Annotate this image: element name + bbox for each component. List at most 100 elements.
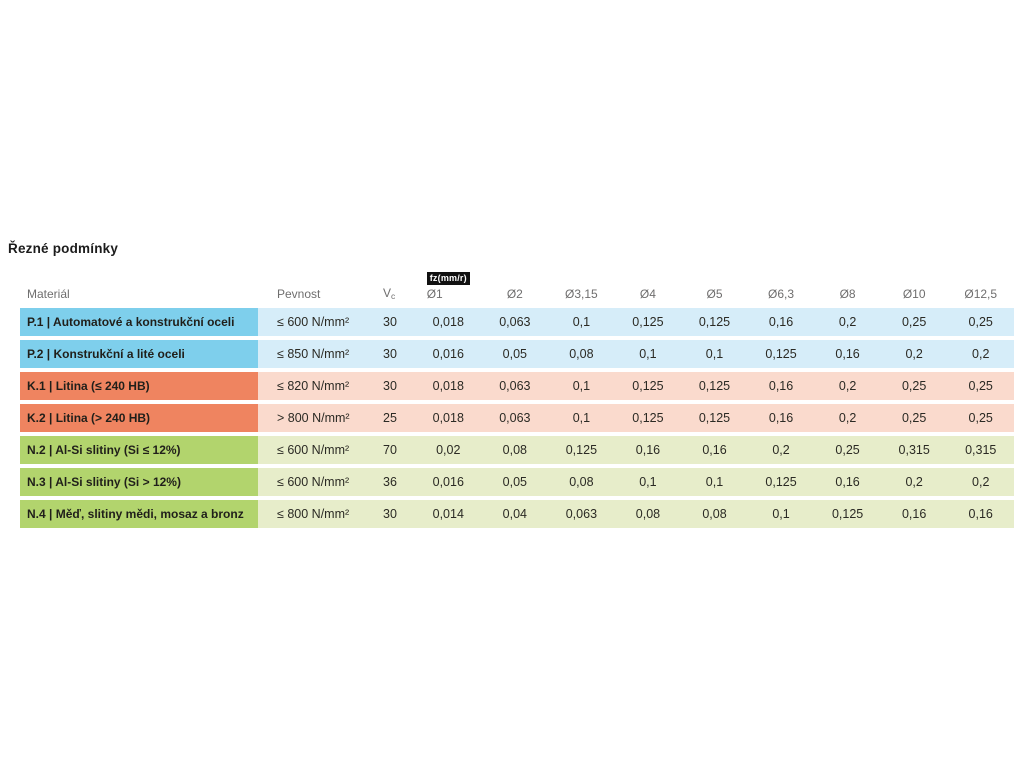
- column-header-diameter: Ø6,3: [768, 287, 795, 301]
- fz-value-cell: 0,08: [569, 347, 594, 361]
- fz-value-cell: 0,125: [698, 315, 731, 329]
- table-row: N.4 | Měď, slitiny mědi, mosaz a bronz ≤ …: [20, 500, 1014, 528]
- material-cell: N.2 | Al-Si slitiny (Si ≤ 12%): [20, 436, 258, 464]
- column-header-vc: Vc: [383, 286, 396, 301]
- column-header-diameter: Ø5: [706, 287, 723, 301]
- table-header-row: Materiál Pevnost Vc fz(mm/r) Ø1 Ø2 Ø3,15 Ø4 Ø…: [20, 270, 1014, 308]
- vc-cell: 25: [383, 411, 397, 425]
- fz-value-cell: 0,1: [572, 411, 591, 425]
- fz-value-cell: 0,25: [835, 443, 860, 457]
- fz-value-cell: 0,2: [905, 347, 923, 361]
- fz-value-cell: 0,063: [499, 379, 531, 393]
- column-header-material: Materiál: [27, 287, 70, 301]
- fz-value-cell: 0,05: [502, 347, 527, 361]
- column-header-diameter: Ø8: [839, 287, 856, 301]
- fz-value-cell: 0,1: [705, 347, 724, 361]
- fz-value-cell: 0,125: [632, 315, 664, 329]
- fz-value-cell: 0,02: [436, 443, 461, 457]
- fz-value-cell: 0,16: [968, 507, 993, 521]
- material-cell: N.4 | Měď, slitiny mědi, mosaz a bronz: [20, 500, 258, 528]
- fz-value-cell: 0,125: [765, 347, 797, 361]
- fz-value-cell: 0,315: [965, 443, 997, 457]
- fz-value-cell: 0,125: [632, 379, 664, 393]
- fz-value-cell: 0,2: [972, 475, 990, 489]
- fz-value-cell: 0,16: [635, 443, 661, 457]
- fz-value-cell: 0,1: [705, 475, 724, 489]
- fz-value-cell: 0,315: [898, 443, 930, 457]
- fz-value-cell: 0,125: [698, 411, 731, 425]
- column-header-diameter: Ø4: [639, 287, 656, 301]
- fz-value-cell: 0,25: [901, 315, 927, 329]
- vc-cell: 30: [383, 347, 397, 361]
- fz-value-cell: 0,08: [502, 443, 527, 457]
- fz-value-cell: 0,018: [432, 379, 464, 393]
- material-cell: K.1 | Litina (≤ 240 HB): [20, 372, 258, 400]
- fz-value-cell: 0,1: [772, 507, 790, 521]
- fz-value-cell: 0,1: [639, 347, 657, 361]
- fz-value-cell: 0,1: [572, 379, 591, 393]
- column-header-diameter: fz(mm/r) Ø1: [415, 270, 482, 310]
- vc-cell: 30: [383, 315, 397, 329]
- fz-value-cell: 0,2: [838, 411, 857, 425]
- column-header-diameter: Ø12,5: [964, 287, 998, 301]
- column-header-diameter: Ø3,15: [565, 287, 598, 301]
- fz-value-cell: 0,25: [968, 411, 993, 425]
- material-cell: P.2 | Konstrukční a lité oceli: [20, 340, 258, 368]
- fz-value-cell: 0,08: [635, 507, 661, 521]
- material-cell: N.3 | Al-Si slitiny (Si > 12%): [20, 468, 258, 496]
- material-cell: P.1 | Automatové a konstrukční oceli: [20, 308, 258, 336]
- fz-value-cell: 0,25: [968, 379, 993, 393]
- table-row: K.1 | Litina (≤ 240 HB) ≤ 820 N/mm² 30 0,01…: [20, 372, 1014, 400]
- material-cell: K.2 | Litina (> 240 HB): [20, 404, 258, 432]
- table-row: N.3 | Al-Si slitiny (Si > 12%) ≤ 600 N/mm…: [20, 468, 1014, 496]
- fz-value-cell: 0,1: [572, 315, 591, 329]
- fz-value-cell: 0,25: [901, 379, 927, 393]
- vc-cell: 30: [383, 507, 397, 521]
- column-header-label: Ø1: [426, 287, 443, 301]
- fz-value-cell: 0,1: [639, 475, 657, 489]
- strength-cell: ≤ 820 N/mm²: [277, 379, 350, 393]
- column-header-diameter: Ø10: [902, 287, 926, 301]
- fz-value-cell: 0,2: [838, 315, 857, 329]
- fz-value-cell: 0,25: [968, 315, 993, 329]
- page-title: Řezné podmínky: [8, 241, 119, 256]
- strength-cell: > 800 N/mm²: [277, 411, 350, 425]
- fz-value-cell: 0,125: [831, 507, 864, 521]
- vc-subscript: c: [391, 291, 396, 301]
- strength-cell: ≤ 800 N/mm²: [277, 507, 350, 521]
- fz-value-cell: 0,063: [499, 315, 531, 329]
- fz-value-cell: 0,2: [838, 379, 857, 393]
- fz-value-cell: 0,2: [972, 347, 990, 361]
- fz-value-cell: 0,016: [432, 347, 464, 361]
- fz-value-cell: 0,16: [768, 315, 794, 329]
- fz-value-cell: 0,063: [565, 507, 598, 521]
- table-body: P.1 | Automatové a konstrukční oceli ≤ 60…: [20, 308, 1014, 528]
- column-header-strength: Pevnost: [277, 287, 321, 301]
- diameter-header-stack: fz(mm/r) Ø1: [426, 272, 470, 301]
- fz-value-cell: 0,014: [432, 507, 464, 521]
- vc-cell: 30: [383, 379, 397, 393]
- fz-value-cell: 0,16: [835, 475, 860, 489]
- fz-value-cell: 0,08: [702, 507, 727, 521]
- fz-value-cell: 0,16: [901, 507, 927, 521]
- fz-value-cell: 0,016: [432, 475, 464, 489]
- fz-value-cell: 0,16: [768, 379, 794, 393]
- fz-value-cell: 0,08: [569, 475, 594, 489]
- strength-cell: ≤ 600 N/mm²: [277, 315, 350, 329]
- strength-cell: ≤ 600 N/mm²: [277, 443, 350, 457]
- column-header-diameter: Ø2: [506, 287, 523, 301]
- fz-value-cell: 0,16: [702, 443, 727, 457]
- vc-cell: 70: [383, 443, 397, 457]
- fz-value-cell: 0,05: [502, 475, 527, 489]
- strength-cell: ≤ 600 N/mm²: [277, 475, 350, 489]
- table-row: P.2 | Konstrukční a lité oceli ≤ 850 N/mm…: [20, 340, 1014, 368]
- fz-value-cell: 0,125: [565, 443, 598, 457]
- vc-cell: 36: [383, 475, 397, 489]
- fz-value-cell: 0,16: [835, 347, 860, 361]
- table-row: P.1 | Automatové a konstrukční oceli ≤ 60…: [20, 308, 1014, 336]
- fz-value-cell: 0,125: [765, 475, 797, 489]
- fz-value-cell: 0,04: [502, 507, 527, 521]
- fz-value-cell: 0,125: [632, 411, 664, 425]
- fz-value-cell: 0,018: [432, 411, 464, 425]
- fz-value-cell: 0,25: [901, 411, 927, 425]
